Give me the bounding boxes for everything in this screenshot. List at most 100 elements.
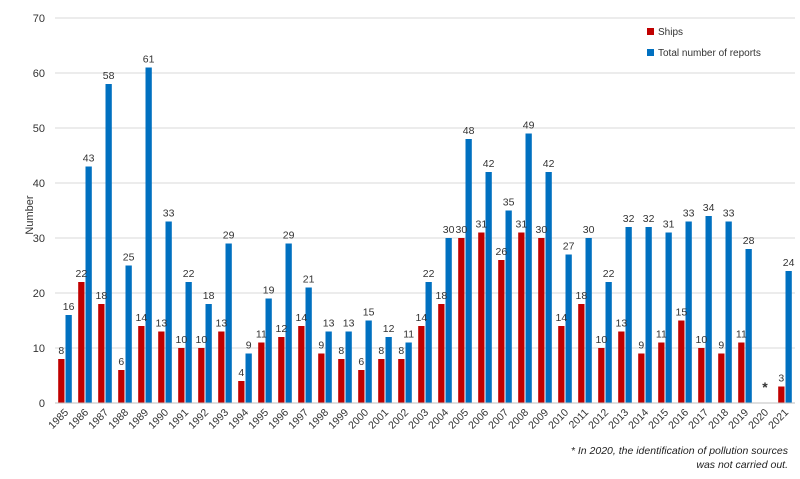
data-label-total: 11 [403, 329, 414, 341]
y-axis-label: Number [24, 195, 36, 234]
bar-total [385, 337, 392, 403]
x-tick-label: 2005 [446, 407, 471, 432]
bar-total [525, 133, 532, 403]
bar-total [445, 238, 452, 403]
data-label-total: 31 [663, 219, 675, 231]
bar-ships [358, 370, 365, 403]
x-tick-label: 2015 [646, 407, 671, 432]
data-label-ships: 4 [238, 367, 244, 379]
bar-total [425, 282, 432, 403]
data-label-total: 18 [203, 290, 215, 302]
bar-ships [518, 232, 525, 403]
x-tick-label: 2008 [506, 407, 531, 432]
data-label-total: 61 [143, 54, 155, 66]
bar-total [185, 282, 192, 403]
bar-total [345, 331, 352, 403]
bar-total [265, 298, 272, 403]
y-tick-label: 50 [33, 123, 45, 135]
bar-total [325, 331, 332, 403]
bar-ships [278, 337, 285, 403]
x-tick-label: 2013 [606, 407, 631, 432]
data-label-total: 43 [83, 153, 95, 165]
data-label-ships: 10 [176, 334, 188, 346]
bar-total [665, 232, 672, 403]
data-label-ships: 18 [96, 290, 108, 302]
bar-total [85, 166, 92, 403]
bar-ships [478, 232, 485, 403]
x-tick-label: 1987 [86, 407, 111, 432]
bar-total [725, 221, 732, 403]
data-label-total: 32 [643, 213, 655, 225]
bar-ships [558, 326, 565, 403]
x-tick-label: 1998 [306, 407, 331, 432]
legend-swatch-ships [647, 28, 654, 35]
data-label-ships: 6 [358, 356, 364, 368]
bar-total [465, 139, 472, 403]
x-tick-label: 2020 [746, 407, 771, 432]
bar-total [65, 315, 72, 403]
data-labels: 8162243185862514611333102210181329491119… [58, 54, 794, 396]
bar-ships [718, 353, 725, 403]
x-tick-label: 2007 [486, 407, 511, 432]
data-label-total: 35 [503, 197, 515, 209]
data-label-total: 30 [443, 224, 455, 236]
bar-ships [738, 342, 745, 403]
bar-ships [658, 342, 665, 403]
data-label-ships: 8 [338, 345, 344, 357]
data-label-total: 22 [423, 268, 435, 280]
x-tick-label: 2021 [766, 407, 791, 432]
x-tick-label: 2004 [426, 407, 451, 432]
data-label-ships: 26 [496, 246, 508, 258]
data-label-ships: 30 [456, 224, 468, 236]
data-label-total: 22 [183, 268, 195, 280]
data-label-total: 29 [223, 230, 235, 242]
bar-ships [458, 238, 465, 403]
data-label-total: 33 [723, 208, 735, 220]
annotation-asterisk: * [762, 379, 768, 395]
x-tick-label: 1991 [166, 407, 191, 432]
data-label-total: 29 [283, 230, 295, 242]
data-label-ships: 14 [296, 312, 308, 324]
bar-ships [618, 331, 625, 403]
x-tick-label: 1999 [326, 407, 351, 432]
bar-ships [338, 359, 345, 403]
bar-ships [538, 238, 545, 403]
bar-ships [218, 331, 225, 403]
x-tick-label: 1989 [126, 407, 151, 432]
data-label-total: 28 [743, 235, 755, 247]
data-label-ships: 13 [216, 318, 228, 330]
data-label-total: 9 [246, 340, 252, 352]
gridlines [55, 17, 795, 349]
bar-ships [298, 326, 305, 403]
data-label-ships: 8 [378, 345, 384, 357]
data-label-total: 13 [343, 318, 355, 330]
bar-total [565, 254, 572, 403]
data-label-total: 58 [103, 70, 115, 82]
bar-ships [178, 348, 185, 403]
bar-ships [378, 359, 385, 403]
legend-swatch-total [647, 49, 654, 56]
bar-ships [158, 331, 165, 403]
footnote-line-2: was not carried out. [696, 459, 788, 471]
data-label-ships: 11 [656, 329, 667, 341]
x-tick-label: 2001 [366, 407, 391, 432]
bar-total [205, 304, 212, 403]
x-tick-label: 1994 [226, 407, 251, 432]
y-tick-label: 0 [39, 398, 45, 410]
bars [58, 67, 792, 403]
x-tick-label: 2019 [726, 407, 751, 432]
data-label-ships: 11 [256, 329, 267, 341]
data-label-total: 42 [483, 158, 495, 170]
data-label-total: 42 [543, 158, 555, 170]
data-label-ships: 14 [556, 312, 568, 324]
x-tick-label: 2017 [686, 407, 711, 432]
legend-label-ships: Ships [658, 27, 683, 38]
bar-ships [598, 348, 605, 403]
bar-ships [678, 320, 685, 403]
x-tick-label: 2003 [406, 407, 431, 432]
data-label-ships: 11 [736, 329, 747, 341]
bar-ships [138, 326, 145, 403]
bar-ships [78, 282, 85, 403]
x-tick-label: 2016 [666, 407, 691, 432]
x-tick-label: 2011 [567, 407, 592, 432]
